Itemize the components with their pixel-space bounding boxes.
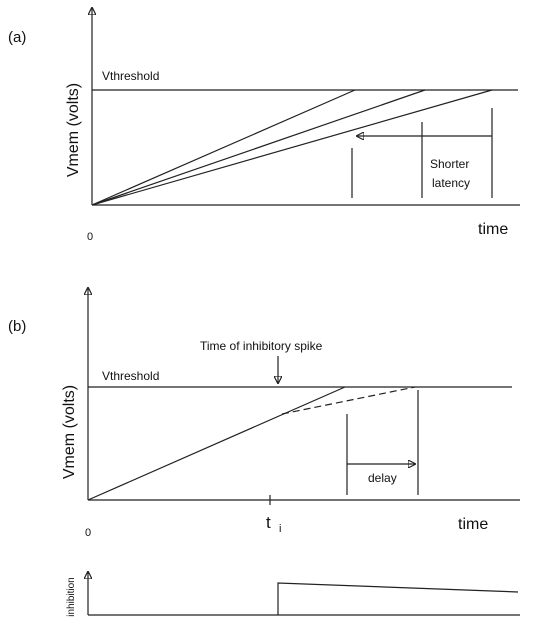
threshold-label: Vthreshold — [102, 69, 159, 83]
ramp — [91, 89, 356, 206]
origin-label: 0 — [87, 231, 93, 243]
panel-b: (b) Vthreshold Vmem (volts) Time of inhi… — [8, 288, 520, 539]
annotation: delay — [368, 471, 397, 485]
annotation: Time of inhibitory spike — [200, 339, 323, 353]
annotation: Shorter — [430, 157, 469, 171]
delayed-ramp — [281, 386, 416, 415]
panel-label: (b) — [8, 318, 26, 335]
tick-label: t — [266, 513, 271, 532]
y-axis-label: inhibition — [66, 577, 77, 616]
panel-c: inhibition — [66, 572, 520, 617]
inhibition-trace — [277, 582, 519, 615]
panel-label: (a) — [8, 29, 26, 46]
annotation: latency — [432, 176, 470, 190]
y-axis-label: Vmem (volts) — [65, 83, 82, 177]
tick-subscript: i — [279, 523, 281, 535]
x-axis-label: time — [458, 516, 488, 533]
origin-label: 0 — [85, 527, 91, 539]
threshold-label: Vthreshold — [102, 369, 159, 383]
x-axis-label: time — [478, 221, 508, 238]
ramp — [91, 89, 493, 206]
ramp — [91, 89, 426, 206]
y-axis-label: Vmem (volts) — [61, 385, 78, 479]
ramp — [87, 386, 346, 501]
panel-a: (a) Vthreshold Vmem (volts) Shorter late… — [8, 8, 520, 243]
